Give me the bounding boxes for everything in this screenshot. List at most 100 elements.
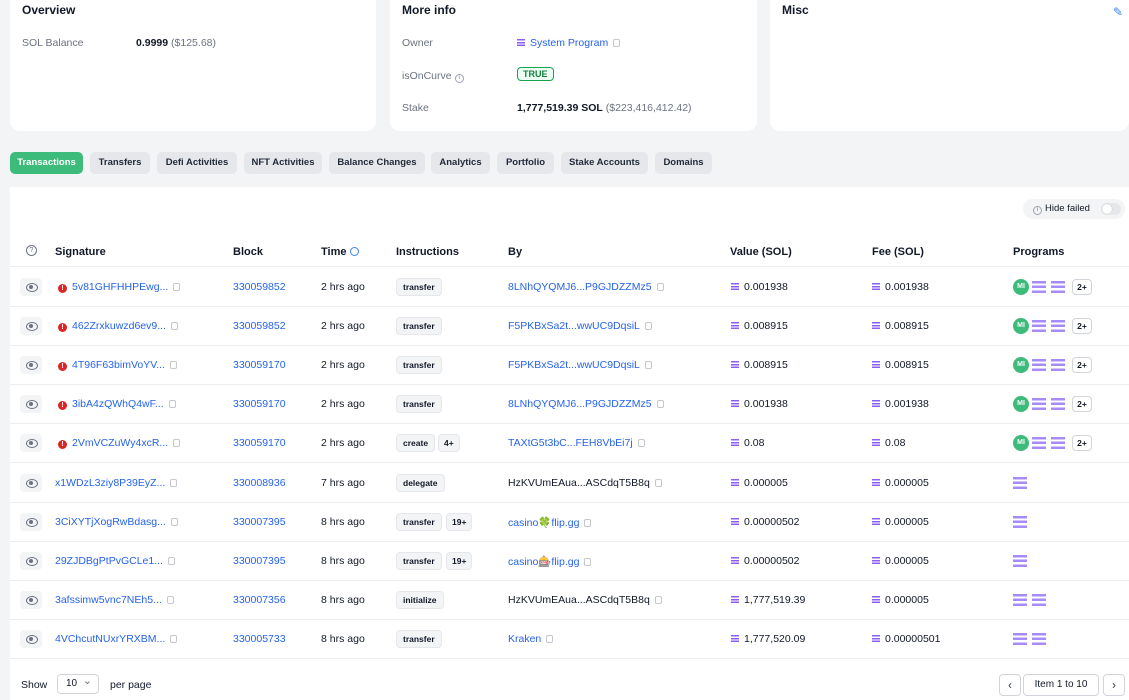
solana-program-icon[interactable] bbox=[1032, 632, 1046, 645]
tab-transactions[interactable]: Transactions bbox=[10, 152, 83, 174]
by-address[interactable]: casino🍀flip.gg bbox=[508, 516, 580, 529]
program-mi-icon[interactable]: MI bbox=[1013, 357, 1029, 374]
programs-more-badge[interactable]: 2+ bbox=[1072, 318, 1092, 335]
copy-icon[interactable] bbox=[613, 39, 621, 47]
solana-program-icon[interactable] bbox=[1013, 554, 1027, 567]
solana-program-icon[interactable] bbox=[1032, 398, 1046, 411]
copy-icon[interactable] bbox=[656, 400, 664, 409]
programs-more-badge[interactable]: 2+ bbox=[1072, 279, 1092, 295]
header-time[interactable]: Time bbox=[321, 246, 360, 258]
solana-program-icon[interactable] bbox=[1013, 593, 1027, 606]
programs-more-badge[interactable]: 2+ bbox=[1072, 396, 1092, 413]
solana-program-icon[interactable] bbox=[1013, 632, 1027, 645]
block-link[interactable]: 330007395 bbox=[233, 554, 286, 567]
tab-domains[interactable]: Domains bbox=[655, 152, 712, 174]
program-mi-icon[interactable]: MI bbox=[1013, 279, 1029, 295]
tab-transfers[interactable]: Transfers bbox=[90, 152, 150, 174]
signature-link[interactable]: 4T96F63bimVoYV... bbox=[72, 359, 166, 372]
solana-program-icon[interactable] bbox=[1051, 281, 1065, 293]
signature-link[interactable]: 3CiXYTjXogRwBdasg... bbox=[55, 515, 166, 528]
table-row[interactable]: x1WDzL3ziy8P39EyZ... 330008936 7 hrs ago de… bbox=[10, 464, 1129, 503]
copy-icon[interactable] bbox=[656, 283, 664, 291]
table-row[interactable]: ! 2VmVCZuWy4xcR... 330059170 2 hrs ago creat… bbox=[10, 424, 1129, 464]
solana-program-icon[interactable] bbox=[1032, 281, 1046, 293]
signature-link[interactable]: x1WDzL3ziy8P39EyZ... bbox=[55, 476, 166, 489]
info-icon[interactable]: i bbox=[454, 74, 464, 83]
owner-link[interactable]: System Program bbox=[530, 37, 609, 49]
signature-link[interactable]: 462Zrxkuwzd6ev9... bbox=[72, 320, 166, 333]
copy-icon[interactable] bbox=[644, 361, 652, 370]
by-address[interactable]: TAXtG5t3bC...FEH8VbEi7j bbox=[508, 437, 633, 450]
block-link[interactable]: 330007356 bbox=[233, 593, 286, 606]
table-row[interactable]: ! 3ibA4zQWhQ4wF... 330059170 2 hrs ago trans… bbox=[10, 385, 1129, 425]
signature-link[interactable]: 5v81GHFHHPEwg... bbox=[72, 281, 169, 293]
eye-icon[interactable] bbox=[20, 590, 42, 609]
eye-icon[interactable] bbox=[20, 278, 42, 296]
solana-program-icon[interactable] bbox=[1051, 359, 1065, 372]
copy-icon[interactable] bbox=[173, 439, 181, 448]
table-row[interactable]: 29ZJDBgPtPvGCLe1... 330007395 8 hrs ago tra… bbox=[10, 542, 1129, 581]
block-link[interactable]: 330059170 bbox=[233, 398, 286, 411]
pencil-icon[interactable]: ✎ bbox=[1112, 5, 1123, 19]
signature-link[interactable]: 29ZJDBgPtPvGCLe1... bbox=[55, 554, 163, 567]
block-link[interactable]: 330059170 bbox=[233, 359, 286, 372]
hide-failed-filter[interactable]: i Hide failed bbox=[1023, 199, 1125, 219]
table-row[interactable]: ! 462Zrxkuwzd6ev9... 330059852 2 hrs ago tra… bbox=[10, 307, 1129, 347]
eye-icon[interactable] bbox=[20, 551, 42, 570]
block-link[interactable]: 330005733 bbox=[233, 632, 286, 645]
copy-icon[interactable] bbox=[584, 518, 592, 527]
table-row[interactable]: 3afssimw5vnc7NEh5... 330007356 8 hrs ago in… bbox=[10, 581, 1129, 620]
copy-icon[interactable] bbox=[584, 557, 592, 566]
copy-icon[interactable] bbox=[654, 478, 662, 487]
by-address[interactable]: casino🎰flip.gg bbox=[508, 555, 580, 568]
eye-icon[interactable] bbox=[20, 317, 42, 336]
copy-icon[interactable] bbox=[173, 283, 181, 291]
signature-link[interactable]: 4VChcutNUxrYRXBM... bbox=[55, 632, 166, 645]
block-link[interactable]: 330059852 bbox=[233, 281, 286, 293]
eye-icon[interactable] bbox=[20, 434, 42, 453]
solana-program-icon[interactable] bbox=[1032, 320, 1046, 333]
page-size-select[interactable]: 10 bbox=[57, 672, 99, 694]
instruction-more-badge[interactable]: 4+ bbox=[438, 434, 460, 453]
hide-failed-toggle[interactable] bbox=[1101, 203, 1121, 215]
by-address[interactable]: F5PKBxSa2t...wwUC9DqsiL bbox=[508, 359, 640, 372]
copy-icon[interactable] bbox=[546, 634, 554, 643]
program-mi-icon[interactable]: MI bbox=[1013, 318, 1029, 335]
copy-icon[interactable] bbox=[644, 322, 652, 331]
solana-program-icon[interactable] bbox=[1051, 398, 1065, 411]
block-link[interactable]: 330007395 bbox=[233, 515, 286, 528]
block-link[interactable]: 330059170 bbox=[233, 437, 286, 450]
prev-page-button[interactable]: ‹ bbox=[999, 674, 1021, 696]
eye-icon[interactable] bbox=[20, 473, 42, 492]
tab-defi-activities[interactable]: Defi Activities bbox=[157, 152, 237, 174]
copy-icon[interactable] bbox=[170, 634, 178, 643]
signature-link[interactable]: 3afssimw5vnc7NEh5... bbox=[55, 593, 162, 606]
by-address[interactable]: Kraken bbox=[508, 632, 542, 645]
table-row[interactable]: 3CiXYTjXogRwBdasg... 330007395 8 hrs ago tr… bbox=[10, 503, 1129, 542]
tab-nft-activities[interactable]: NFT Activities bbox=[244, 152, 322, 174]
eye-icon[interactable] bbox=[20, 512, 42, 531]
solana-program-icon[interactable] bbox=[1032, 359, 1046, 372]
solana-program-icon[interactable] bbox=[1032, 437, 1046, 450]
instruction-more-badge[interactable]: 19+ bbox=[446, 512, 473, 531]
program-mi-icon[interactable]: MI bbox=[1013, 435, 1029, 452]
copy-icon[interactable] bbox=[170, 478, 178, 487]
block-link[interactable]: 330059852 bbox=[233, 320, 286, 333]
copy-icon[interactable] bbox=[166, 595, 174, 604]
next-page-button[interactable]: › bbox=[1103, 674, 1125, 696]
program-mi-icon[interactable]: MI bbox=[1013, 396, 1029, 413]
solana-program-icon[interactable] bbox=[1051, 320, 1065, 333]
copy-icon[interactable] bbox=[167, 556, 175, 565]
table-row[interactable]: ! 5v81GHFHHPEwg... 330059852 2 hrs ago trans… bbox=[10, 268, 1129, 307]
by-address[interactable]: F5PKBxSa2t...wwUC9DqsiL bbox=[508, 320, 640, 333]
block-link[interactable]: 330008936 bbox=[233, 476, 286, 489]
tab-analytics[interactable]: Analytics bbox=[431, 152, 490, 174]
solana-program-icon[interactable] bbox=[1051, 437, 1065, 450]
instruction-more-badge[interactable]: 19+ bbox=[446, 551, 473, 570]
eye-icon[interactable] bbox=[20, 356, 42, 375]
eye-icon[interactable] bbox=[20, 395, 42, 414]
help-circle-icon[interactable]: ? bbox=[26, 245, 37, 256]
table-row[interactable]: 4VChcutNUxrYRXBM... 330005733 8 hrs ago tra… bbox=[10, 620, 1129, 659]
solana-program-icon[interactable] bbox=[1013, 515, 1027, 528]
tab-portfolio[interactable]: Portfolio bbox=[497, 152, 554, 174]
